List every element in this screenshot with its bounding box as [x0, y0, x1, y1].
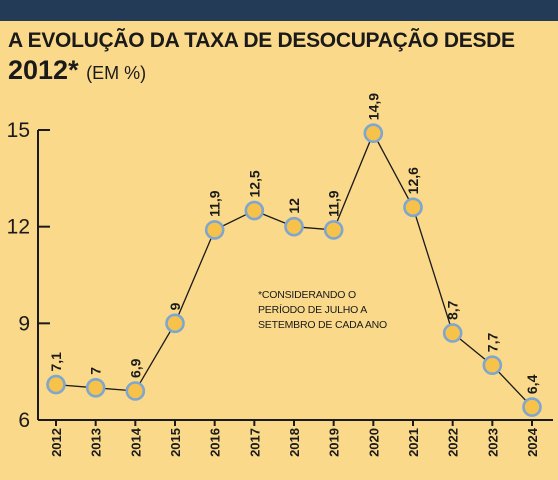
data-label-2021: 12,6 [405, 167, 421, 194]
data-point-2023 [482, 355, 503, 376]
chart-title: A EVOLUÇÃO DA TAXA DE DESOCUPAÇÃO DESDE … [8, 28, 553, 89]
data-label-2014: 6,9 [127, 358, 143, 378]
data-label-2023: 7,7 [484, 333, 500, 353]
data-label-2019: 11,9 [326, 190, 342, 217]
x-tick-label-2021: 2021 [406, 428, 421, 457]
chart-title-line1: A EVOLUÇÃO DA TAXA DE DESOCUPAÇÃO DESDE [8, 29, 515, 52]
x-tick-label-2024: 2024 [525, 427, 540, 457]
x-tick-label-2020: 2020 [366, 428, 381, 457]
chart-series [46, 123, 542, 417]
y-tick-label-6: 6 [18, 409, 30, 432]
data-point-2018 [284, 216, 304, 237]
data-point-2022 [442, 323, 463, 343]
data-point-2014 [125, 381, 146, 401]
data-point-2020 [363, 123, 384, 144]
data-label-2016: 11,9 [207, 190, 223, 217]
data-point-2012 [46, 374, 66, 395]
data-label-2012: 7,1 [48, 352, 64, 372]
x-tick-label-2022: 2022 [446, 428, 461, 457]
data-label-2022: 8,7 [445, 300, 461, 320]
x-tick-label-2012: 2012 [49, 428, 64, 457]
x-tick-label-2017: 2017 [247, 428, 262, 457]
x-tick-label-2015: 2015 [168, 428, 183, 457]
chart-axes: 6 9 12 15 2012 2013 2014 2015 2016 2017 2018 2019 20… [7, 119, 553, 457]
data-point-2019 [323, 220, 344, 240]
x-tick-label-2019: 2019 [327, 428, 342, 457]
chart-title-year: 2012* [8, 55, 79, 85]
chart-note-line-3: SETEMBRO DE CADA ANO [258, 319, 387, 331]
x-tick-label-2018: 2018 [287, 428, 302, 457]
data-point-2021 [403, 197, 423, 218]
data-point-2017 [244, 200, 265, 221]
data-label-2024: 6,4 [524, 374, 540, 394]
data-label-2015: 9 [167, 302, 183, 310]
data-point-2013 [85, 377, 106, 398]
data-label-2018: 12 [286, 198, 302, 214]
data-point-2015 [165, 313, 185, 334]
x-tick-label-2016: 2016 [208, 428, 223, 457]
chart-title-line2: 2012* (EM %) [8, 54, 553, 89]
chart-unit: (EM %) [86, 63, 147, 83]
chart-labels: 7,1 7 6,9 9 11,9 12,5 12 11,9 14,9 12,6 8,7 7,7 6,4 [48, 93, 540, 394]
y-tick-label-15: 15 [7, 119, 30, 142]
top-bar [0, 0, 558, 21]
y-tick-label-12: 12 [7, 216, 30, 239]
data-point-2016 [204, 220, 225, 240]
chart-note-line-1: *CONSIDERANDO O [258, 289, 356, 301]
x-tick-label-2013: 2013 [89, 428, 104, 457]
y-tick-label-9: 9 [18, 312, 30, 335]
data-label-2020: 14,9 [365, 93, 381, 120]
data-label-2017: 12,5 [246, 170, 262, 197]
data-label-2013: 7 [88, 367, 104, 375]
x-tick-label-2014: 2014 [128, 427, 143, 457]
x-tick-label-2023: 2023 [485, 428, 500, 457]
chart-note-line-2: PERÍODO DE JULHO A [258, 303, 367, 316]
data-point-2024 [522, 397, 542, 417]
